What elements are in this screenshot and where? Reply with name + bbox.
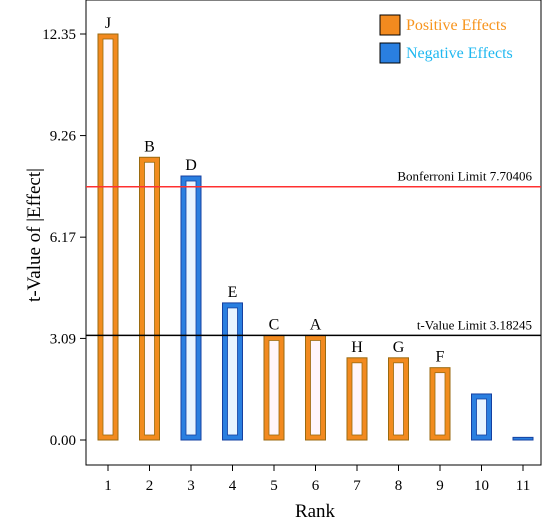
x-tick-label: 9 <box>436 478 444 494</box>
bar-rank-3 <box>180 175 202 441</box>
bar-rank-8 <box>388 357 409 441</box>
x-tick-label: 10 <box>474 478 489 494</box>
bar-rank-9 <box>429 367 451 441</box>
y-tick-label: 12.35 <box>42 27 76 43</box>
bar-label-A: A <box>310 316 322 333</box>
legend: Positive Effects Negative Effects <box>379 14 513 64</box>
bar-rank-10 <box>471 393 492 441</box>
bar-rank-11 <box>512 436 534 441</box>
bar-rank-1 <box>97 33 119 441</box>
legend-positive-swatch <box>379 14 401 36</box>
bar-rank-4 <box>222 302 243 441</box>
bars-layer: J B D E C A H G F <box>97 15 534 441</box>
x-tick-label: 3 <box>187 478 195 494</box>
bar-label-B: B <box>144 138 155 155</box>
bar-label-J: J <box>105 15 111 32</box>
legend-negative-label: Negative Effects <box>406 45 513 62</box>
y-tick-label: 6.17 <box>50 230 77 246</box>
x-tick-label: 1 <box>104 478 112 494</box>
x-tick-label: 6 <box>312 478 320 494</box>
y-tick-label: 9.26 <box>50 129 77 145</box>
x-tick-label: 7 <box>353 478 361 494</box>
x-tick-label: 8 <box>395 478 403 494</box>
x-tick-label: 5 <box>270 478 278 494</box>
reference-line-label-1: t-Value Limit 3.18245 <box>417 317 532 332</box>
bar-rank-7 <box>346 357 368 441</box>
bar-rank-5 <box>263 334 285 441</box>
x-tick-label: 4 <box>229 478 237 494</box>
x-ticks-layer: 1 2 3 4 5 6 7 8 9 10 11 <box>104 465 530 494</box>
bar-rank-2 <box>139 156 160 441</box>
bar-label-D: D <box>185 157 197 174</box>
x-axis-label: Rank <box>295 501 336 522</box>
bar-label-C: C <box>269 316 280 333</box>
bar-label-H: H <box>351 339 363 356</box>
x-tick-label: 2 <box>146 478 154 494</box>
reference-line-label-0: Bonferroni Limit 7.70406 <box>397 169 532 184</box>
y-tick-label: 0.00 <box>50 433 76 449</box>
reference-lines-layer: Bonferroni Limit 7.70406 t-Value Limit 3.… <box>86 169 541 337</box>
x-tick-label: 11 <box>516 478 530 494</box>
legend-negative-swatch <box>379 42 401 64</box>
bar-label-G: G <box>393 339 405 356</box>
y-tick-label: 3.09 <box>50 331 76 347</box>
bar-label-E: E <box>228 284 238 301</box>
legend-positive-label: Positive Effects <box>406 17 507 34</box>
bar-rank-6 <box>305 334 326 441</box>
y-ticks-layer: 0.00 3.09 6.17 9.26 12.35 <box>42 27 86 449</box>
bar-label-F: F <box>436 349 445 366</box>
y-axis-label: t-Value of |Effect| <box>24 168 45 302</box>
